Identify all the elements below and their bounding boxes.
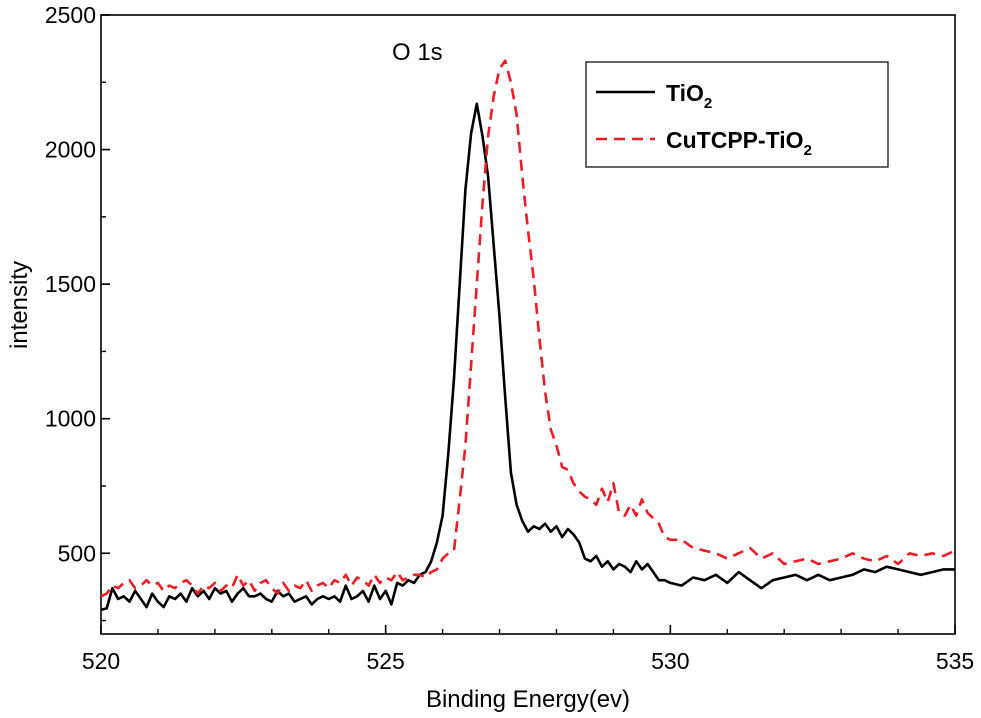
y-tick-label: 2500 — [45, 2, 96, 28]
legend: TiO2 CuTCPP-TiO2 — [585, 61, 889, 168]
x-tick-label: 535 — [936, 648, 974, 674]
y-axis-title: intensity — [6, 261, 33, 349]
y-tick-label: 500 — [58, 540, 96, 566]
y-tick-label: 1500 — [45, 271, 96, 297]
peak-annotation: O 1s — [392, 39, 443, 66]
y-axis: 500 1000 1500 2000 2500 — [45, 2, 110, 622]
plot-area-frame — [100, 14, 956, 635]
legend-label-cutcpp-tio2-subscript: 2 — [804, 142, 812, 159]
legend-label-tio2: TiO2 — [666, 80, 712, 112]
x-tick-label: 520 — [82, 648, 120, 674]
series-line-tio2 — [100, 102, 955, 612]
legend-label-cutcpp-tio2-main: CuTCPP-TiO — [666, 127, 804, 153]
legend-label-tio2-main: TiO — [666, 80, 704, 106]
x-tick-label: 530 — [651, 648, 689, 674]
x-axis-title: Binding Energy(ev) — [426, 686, 630, 713]
x-tick-label: 525 — [366, 648, 404, 674]
y-tick-label: 1000 — [45, 406, 96, 432]
legend-label-cutcpp-tio2: CuTCPP-TiO2 — [666, 127, 812, 159]
legend-label-tio2-subscript: 2 — [704, 95, 712, 112]
x-axis: 520 525 530 535 — [82, 625, 974, 674]
series-layer — [100, 59, 956, 612]
series-line-cutcpp-tio2 — [100, 59, 956, 598]
legend-box — [585, 61, 889, 168]
y-tick-label: 2000 — [45, 137, 96, 163]
